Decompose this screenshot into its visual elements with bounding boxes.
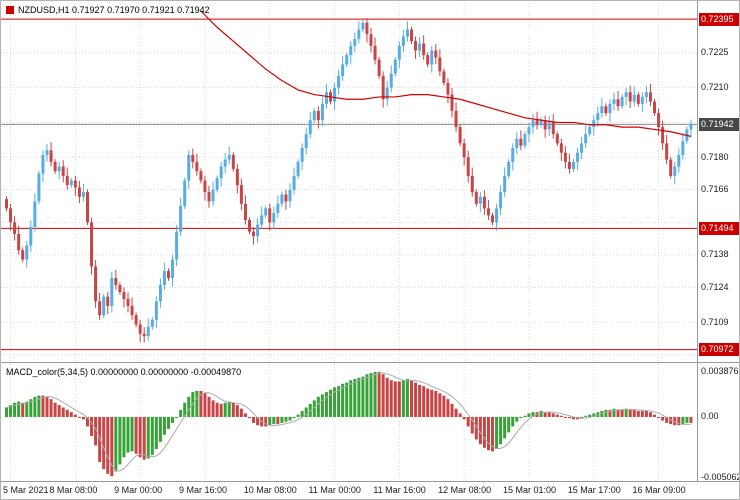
time-axis-label: 12 Mar 08:00 xyxy=(438,485,492,495)
chart-symbol-label: NZDUSD,H1 xyxy=(18,5,70,15)
macd-axis-label: 0.0038761 xyxy=(701,365,740,376)
time-axis-label: 15 Mar 17:00 xyxy=(567,485,621,495)
price-axis-label: 0.7138 xyxy=(701,249,729,260)
time-axis-label: 11 Mar 16:00 xyxy=(373,485,426,495)
macd-label: MACD_color(5,34,5) 0.00000000 0.00000000… xyxy=(6,367,241,377)
symbol-marker-icon xyxy=(6,6,14,14)
price-axis-label: 0.7166 xyxy=(701,184,729,195)
support-low-price-tag[interactable]: 0.70972 xyxy=(699,343,739,357)
bid-price-tag: 0.71942 xyxy=(699,117,739,131)
resistance-price-tag[interactable]: 0.72395 xyxy=(699,12,739,26)
price-axis-label: 0.7210 xyxy=(701,82,729,93)
time-axis-label: 10 Mar 08:00 xyxy=(243,485,297,495)
chart-title: NZDUSD,H1 0.71927 0.71970 0.71921 0.7194… xyxy=(6,5,210,15)
price-axis-label: 0.7225 xyxy=(701,47,729,58)
time-axis-label: 5 Mar 2021 xyxy=(3,485,49,495)
price-axis-label: 0.7124 xyxy=(701,281,729,292)
macd-axis-label: 0.00 xyxy=(701,411,719,422)
time-axis-label: 8 Mar 08:00 xyxy=(49,485,98,495)
price-axis-label: 0.7109 xyxy=(701,316,729,327)
macd-indicator-name: MACD_color(5,34,5) xyxy=(6,367,89,377)
time-axis-label: 16 Mar 09:00 xyxy=(632,485,686,495)
time-axis-label: 9 Mar 16:00 xyxy=(178,485,227,495)
time-axis-label: 15 Mar 01:00 xyxy=(502,485,556,495)
support-price-tag[interactable]: 0.71494 xyxy=(699,221,739,235)
macd-indicator-values: 0.00000000 0.00000000 -0.00049870 xyxy=(90,367,242,377)
price-axis-label: 0.7180 xyxy=(701,151,729,162)
time-axis-label: 9 Mar 00:00 xyxy=(114,485,163,495)
macd-axis-label: -0.0050623 xyxy=(701,471,739,482)
chart-ohlc-values: 0.71927 0.71970 0.71921 0.71942 xyxy=(72,5,210,15)
time-axis-label: 11 Mar 00:00 xyxy=(308,485,361,495)
